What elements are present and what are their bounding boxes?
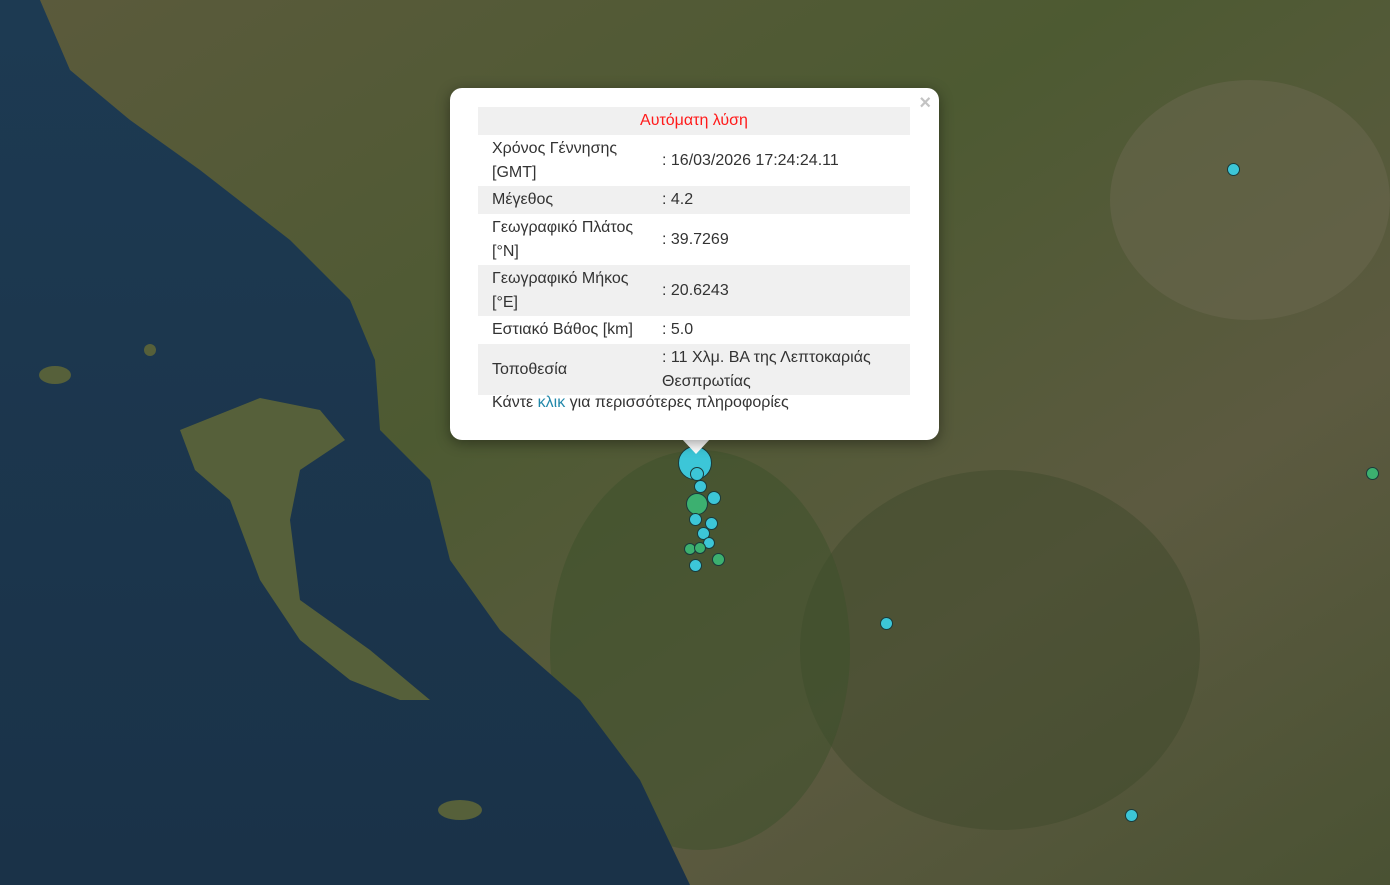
earthquake-marker[interactable] (689, 559, 702, 572)
value-location: : 11 Χλμ. ΒΑ της Λεπτοκαριάς Θεσπρωτίας (648, 344, 910, 395)
value-depth: : 5.0 (662, 321, 694, 338)
earthquake-marker[interactable] (1227, 163, 1240, 176)
earthquake-marker[interactable] (707, 491, 721, 505)
earthquake-marker[interactable] (690, 467, 704, 481)
popup-tip (681, 438, 711, 454)
corfu-island (180, 398, 430, 700)
more-info-prefix: Κάντε (492, 394, 534, 411)
more-info-link[interactable]: κλικ (537, 394, 566, 411)
earthquake-marker[interactable] (689, 513, 702, 526)
earthquake-marker[interactable] (694, 480, 707, 493)
earthquake-popup: × Αυτόματη λύση Χρόνος Γέννησης [GMT] : 1… (450, 88, 939, 440)
popup-title: Αυτόματη λύση (478, 107, 910, 135)
more-info-suffix: για περισσότερες πληροφορίες (569, 394, 789, 411)
earthquake-marker[interactable] (1125, 809, 1138, 822)
earthquake-marker[interactable] (705, 517, 718, 530)
earthquake-marker[interactable] (880, 617, 893, 630)
label-location: Τοποθεσία (478, 344, 648, 395)
label-longitude: Γεωγραφικό Μήκος [°E] (478, 265, 648, 316)
value-latitude: : 39.7269 (662, 230, 729, 248)
more-info-line: Κάντε κλικ για περισσότερες πληροφορίες (492, 394, 789, 412)
earthquake-marker[interactable] (694, 542, 706, 554)
label-depth: Εστιακό Βάθος [km] (492, 321, 633, 338)
label-origin-time: Χρόνος Γέννησης [GMT] (492, 139, 618, 181)
value-origin-time: : 16/03/2026 17:24:24.11 (662, 151, 839, 169)
earthquake-details-table: Αυτόματη λύση Χρόνος Γέννησης [GMT] : 16/… (478, 107, 910, 395)
earthquake-marker[interactable] (686, 493, 708, 515)
close-icon[interactable]: × (919, 92, 931, 114)
earthquake-marker[interactable] (712, 553, 725, 566)
sea-area (0, 0, 690, 885)
value-longitude: : 20.6243 (648, 265, 910, 316)
label-magnitude: Μέγεθος (478, 186, 648, 214)
earthquake-marker[interactable] (1366, 467, 1379, 480)
label-latitude: Γεωγραφικό Πλάτος [°N] (492, 218, 634, 260)
value-magnitude: : 4.2 (648, 186, 910, 214)
